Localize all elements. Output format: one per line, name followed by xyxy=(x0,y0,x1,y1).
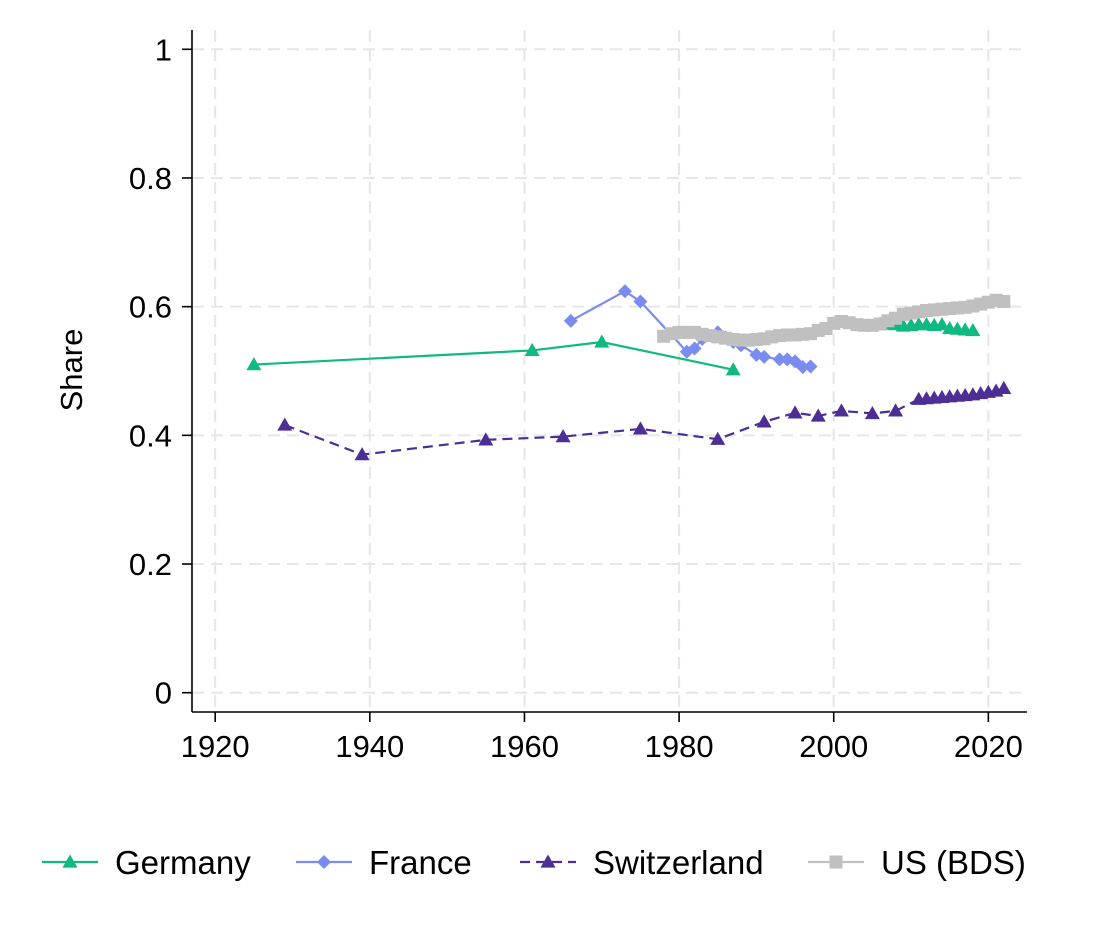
legend-item: Switzerland xyxy=(520,844,764,881)
y-tick-label: 1 xyxy=(155,32,172,67)
data-point xyxy=(687,341,702,356)
legend-label: Switzerland xyxy=(593,844,764,881)
y-tick-label: 0 xyxy=(155,676,172,711)
data-point xyxy=(725,362,741,376)
data-point xyxy=(555,429,571,443)
axes: 0 0.2 0.4 0.6 0.8 1 1920 1940 1960 1980 2000 2020 xyxy=(129,30,1027,764)
x-tick-label: 1940 xyxy=(335,729,404,764)
data-point xyxy=(934,317,950,331)
data-point xyxy=(277,417,293,431)
legend-item: France xyxy=(296,844,472,881)
data-point xyxy=(478,432,494,446)
data-point xyxy=(633,294,648,309)
data-point xyxy=(756,414,772,428)
series-us-bds xyxy=(657,293,1011,347)
series-line xyxy=(253,340,734,371)
data-point xyxy=(997,295,1011,309)
y-tick-label: 0.6 xyxy=(129,290,172,325)
x-tick-label: 2000 xyxy=(799,729,868,764)
data-point xyxy=(787,405,803,419)
data-point xyxy=(803,359,818,374)
y-tick-label: 0.2 xyxy=(129,547,172,582)
data-point xyxy=(524,342,540,357)
legend-item: Germany xyxy=(42,844,251,881)
y-axis-label: Share xyxy=(54,329,89,412)
y-tick-label: 0.4 xyxy=(129,418,172,453)
data-point xyxy=(632,421,648,435)
data-point xyxy=(864,405,880,420)
legend-marker xyxy=(62,854,78,868)
data-point xyxy=(996,380,1012,394)
legend-marker xyxy=(829,855,843,869)
legend: Germany France Switzerland US (BDS) xyxy=(42,844,1026,881)
data-point xyxy=(833,403,849,417)
legend-label: US (BDS) xyxy=(881,844,1026,881)
data-point xyxy=(246,357,262,371)
data-point xyxy=(772,352,787,367)
data-point xyxy=(965,322,981,337)
data-series xyxy=(246,284,1012,461)
series-line xyxy=(284,387,1005,456)
data-point xyxy=(757,349,772,364)
x-tick-label: 2020 xyxy=(954,729,1023,764)
data-point xyxy=(795,360,810,375)
data-point xyxy=(810,408,826,422)
legend-label: Germany xyxy=(115,844,251,881)
x-tick-label: 1960 xyxy=(490,729,559,764)
x-tick-label: 1920 xyxy=(181,729,250,764)
data-point xyxy=(354,447,370,461)
legend-marker xyxy=(540,854,556,868)
y-tick-label: 0.8 xyxy=(129,161,172,196)
gridlines xyxy=(192,30,1027,712)
legend-label: France xyxy=(369,844,472,881)
data-point xyxy=(563,313,578,328)
x-tick-label: 1980 xyxy=(645,729,714,764)
legend-marker xyxy=(317,855,331,869)
data-point xyxy=(594,334,610,348)
data-point xyxy=(710,431,726,445)
data-point xyxy=(617,284,632,299)
legend-item: US (BDS) xyxy=(808,844,1026,881)
data-point xyxy=(888,403,904,417)
series-switzerland xyxy=(277,380,1012,461)
